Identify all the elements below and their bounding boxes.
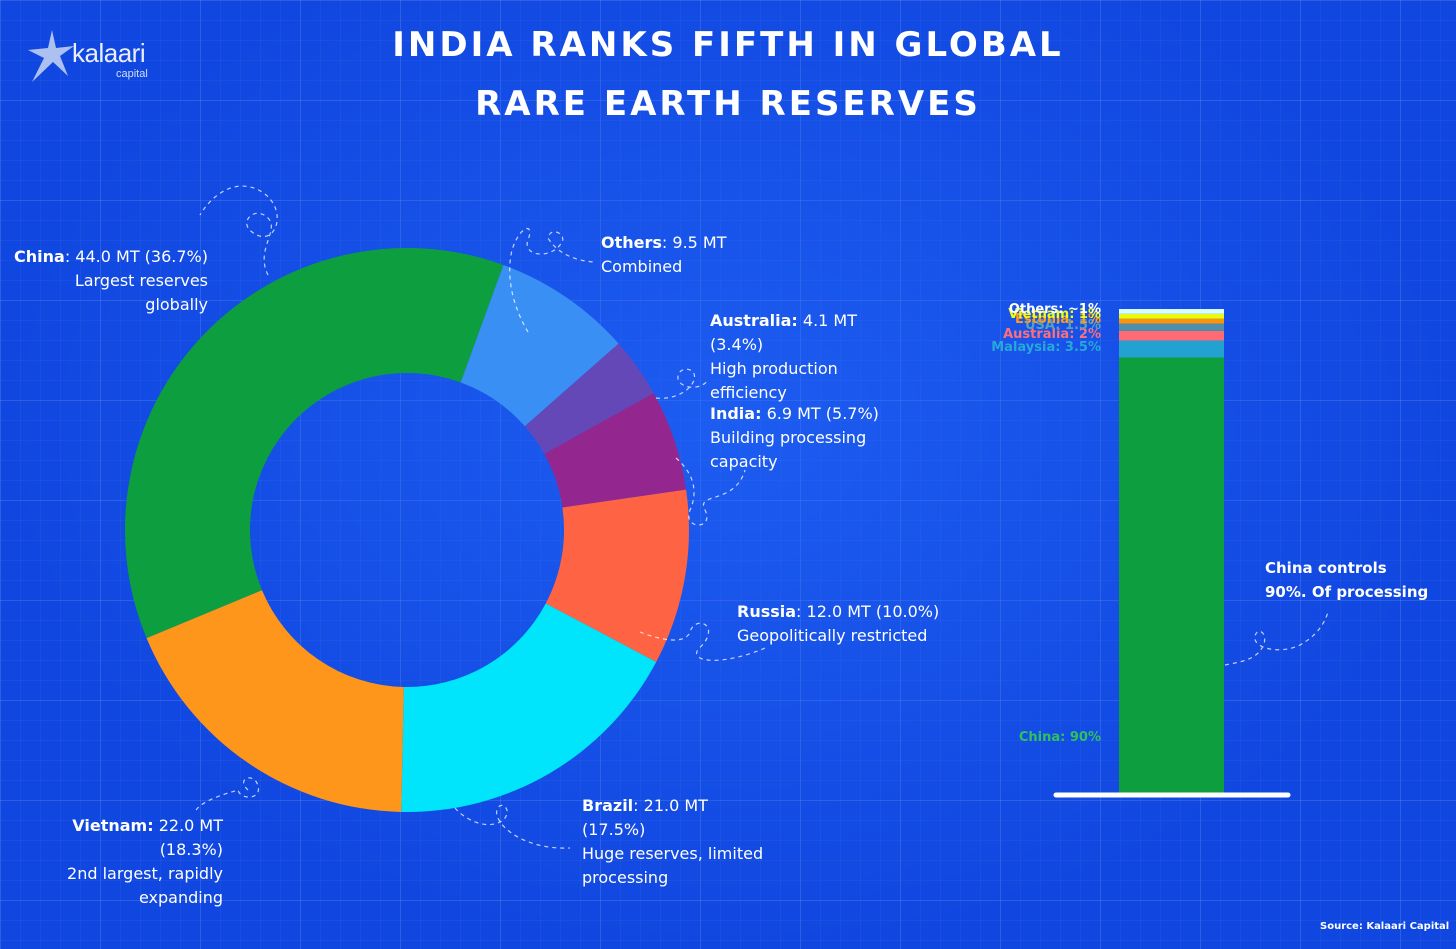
kalaari-logo: kalaari capital [22,24,182,88]
label-india: India: 6.9 MT (5.7%) Building processing… [710,402,890,474]
bar-segment-usa [1119,323,1224,331]
connector-vietnam [194,777,259,813]
bar-label-usa: USA: 1.5% [1024,318,1101,334]
connector-russia [639,622,766,661]
processing-annotation-line1: China controls [1265,559,1387,577]
label-china-name: China [14,247,65,266]
donut-slice-india [544,393,687,508]
label-brazil-value: : 21.0 MT (17.5%) [582,796,708,839]
connector-processing [1224,611,1329,666]
label-china: China: 44.0 MT (36.7%) Largest reserves … [10,245,208,317]
donut-chart [125,248,689,812]
processing-annotation: China controls 90%. Of processing [1265,556,1428,604]
bar-label-malaysia: Malaysia: 3.5% [991,340,1101,355]
label-china-value: : 44.0 MT (36.7%) [64,247,208,266]
label-others-name: Others [601,233,662,252]
label-vietnam-name: Vietnam [72,816,148,835]
label-brazil-name: Brazil [582,796,634,815]
label-vietnam-note: 2nd largest, rapidly expanding [67,864,223,907]
label-others-value: : 9.5 MT [661,233,727,252]
bar-label-australia: Australia: 2% [1003,326,1101,342]
donut-slice-russia [545,489,689,662]
donut-slice-china [125,248,504,639]
connector-australia [655,368,709,399]
logo-brand: kalaari [72,38,146,68]
page-title-line2: RARE EARTH RESERVES [475,84,981,124]
label-russia-note: Geopolitically restricted [737,626,928,645]
bar-label-vietnam: Vietnam: 1% [1008,307,1101,323]
label-others-note: Combined [601,257,683,276]
connector-india [675,457,746,526]
source-note: Source: Kalaari Capital [1320,921,1450,932]
label-india-name: India [710,404,756,423]
logo-sub: capital [116,68,148,80]
bar-segment-estonia [1119,318,1224,324]
label-russia: Russia: 12.0 MT (10.0%) Geopolitically r… [737,600,977,648]
connector-others [509,228,597,333]
label-brazil-note: Huge reserves, limited processing [582,844,764,887]
label-china-note: Largest reserves globally [74,271,208,314]
label-vietnam-value: 22.0 MT (18.3%) [153,816,223,859]
bar-segment-china [1119,357,1224,794]
bar-label-china: China: 90% [1018,730,1101,745]
processing-annotation-line2: 90%. Of processing [1265,583,1429,601]
donut-slice-vietnam [146,590,404,812]
connector-china [199,185,278,276]
label-australia: Australia: 4.1 MT (3.4%) High production… [710,309,906,405]
star-logo-icon [28,30,74,82]
bar-label-others: Others: ~1% [1008,302,1101,318]
bar-segment-australia [1119,330,1224,341]
label-australia-name: Australia [710,311,792,330]
donut-slice-australia [524,343,654,454]
connector-brazil [454,804,571,849]
label-brazil: Brazil: 21.0 MT (17.5%) Huge reserves, l… [582,794,772,890]
label-australia-value: 4.1 MT (3.4%) [710,311,858,354]
label-australia-note: High production efficiency [710,359,838,402]
bar-segment-others [1119,309,1224,314]
label-vietnam: Vietnam: 22.0 MT (18.3%) 2nd largest, ra… [18,814,223,910]
page-title-line1: INDIA RANKS FIFTH IN GLOBAL [392,25,1064,65]
label-russia-value: : 12.0 MT (10.0%) [796,602,940,621]
label-russia-name: Russia [737,602,797,621]
label-india-value: 6.9 MT (5.7%) [761,404,879,423]
connector-lines [194,185,1329,849]
bar-segment-vietnam [1119,313,1224,319]
donut-slice-brazil [401,603,657,812]
stacked-bar-chart [1053,309,1291,798]
bar-label-estonia: Estonia: 1% [1014,312,1101,328]
donut-slice-others [460,265,619,427]
label-india-note: Building processing capacity [710,428,867,471]
label-others: Others: 9.5 MT Combined [601,231,801,279]
bar-segment-malaysia [1119,340,1224,358]
